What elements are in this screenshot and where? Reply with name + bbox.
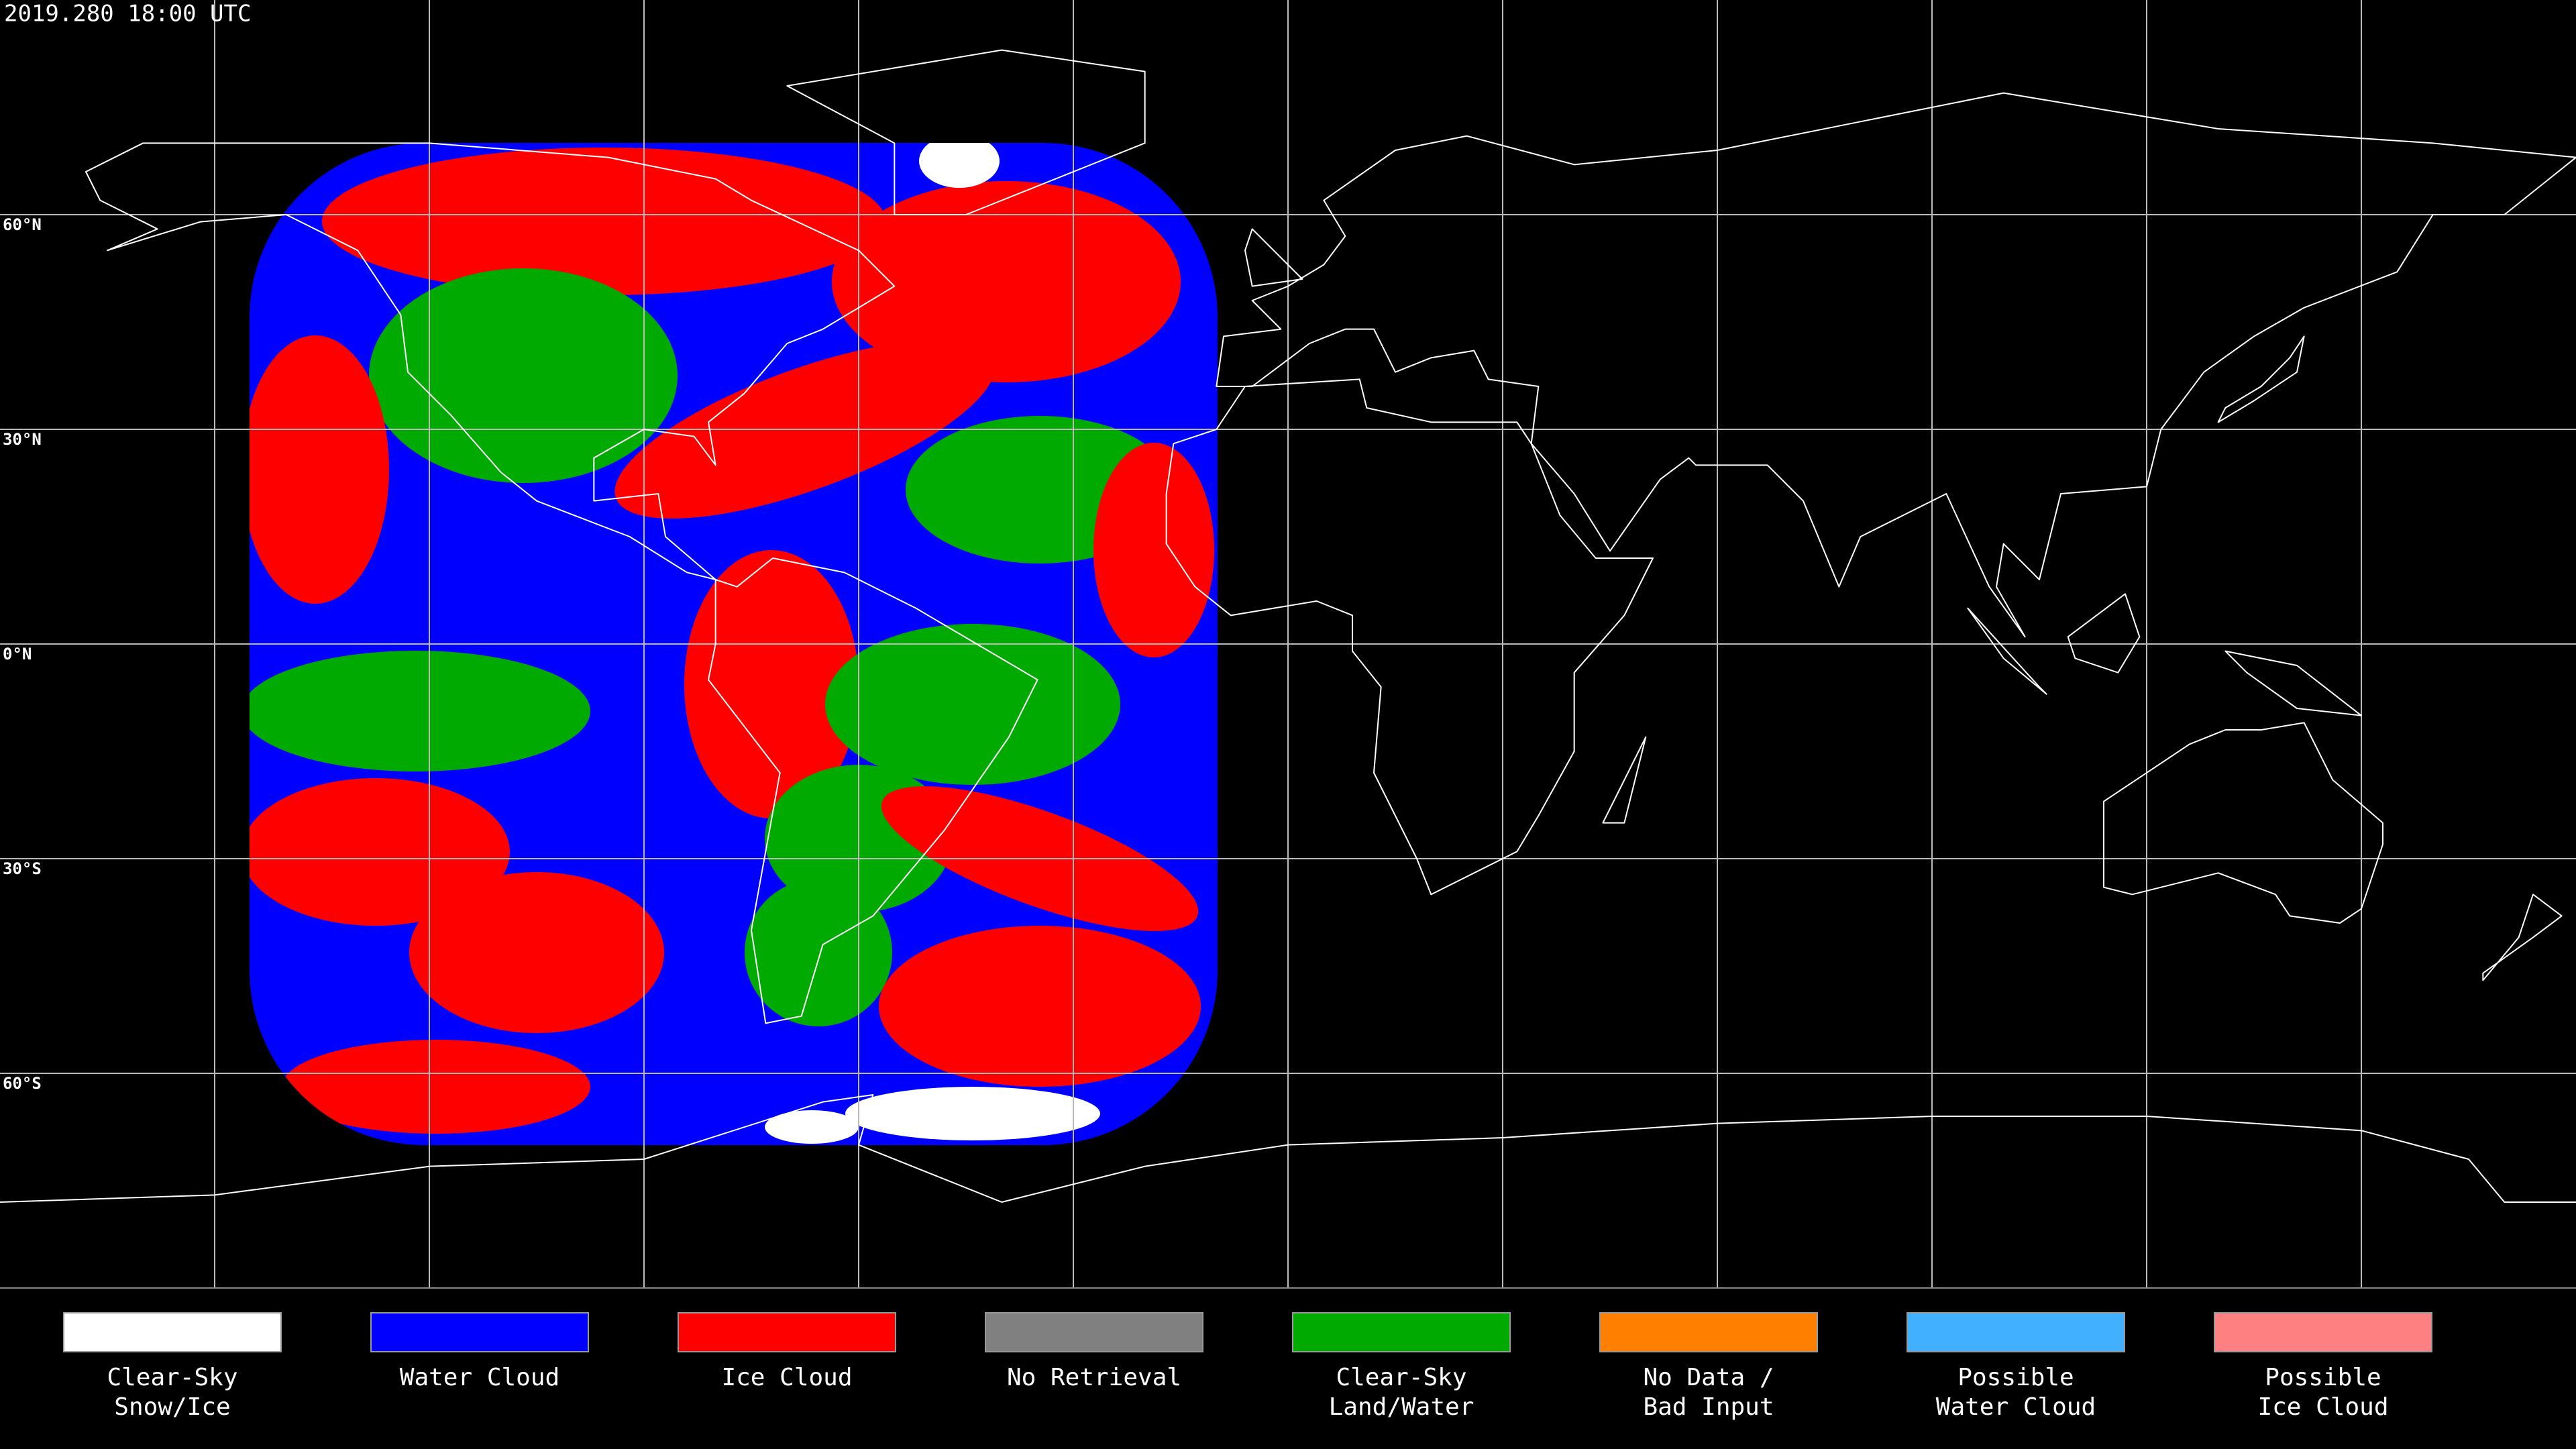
coastline [86,143,894,580]
graticule [0,0,2576,1288]
legend-label: Snow/Ice [114,1393,230,1421]
legend-label: Ice Cloud [2257,1393,2388,1421]
legend-label: No Retrieval [1007,1364,1181,1391]
ice-cloud-area [832,181,1181,382]
coastlines [0,50,2576,1202]
latitude-label: 30°N [3,430,42,449]
coastline [1968,608,2046,694]
snow-ice-area [765,1110,859,1144]
coastline [1167,379,1653,894]
legend-swatch [1292,1312,1511,1352]
legend-swatch [1599,1312,1818,1352]
coastline [708,558,1038,1023]
ice-cloud-area [879,926,1201,1087]
coastline [2068,594,2140,672]
snow-ice-area [919,143,1000,188]
clear-land-area [369,268,678,483]
coastline [2483,894,2561,980]
legend-swatch [678,1312,896,1352]
ice-cloud-area [322,148,885,295]
latitude-label: 30°S [3,859,42,878]
legend-label: No Data / [1643,1364,1774,1391]
legend-label: Clear-Sky [1336,1364,1466,1391]
snow-ice-area [845,1087,1100,1140]
coastline [2104,722,2383,923]
legend-swatch [370,1312,589,1352]
cloud-mask-swath [250,143,1218,1145]
ice-cloud-area [250,335,389,604]
coastline [0,1095,2576,1202]
ice-cloud-area [282,1040,590,1134]
legend-label: Water Cloud [1936,1393,2096,1421]
legend-swatch [1907,1312,2125,1352]
latitude-label: 0°N [3,645,32,663]
coastline [1603,737,1646,823]
map-title: 2019.280 18:00 UTC [4,1,251,28]
legend-swatch [2214,1312,2432,1352]
legend-swatch [63,1312,282,1352]
coastline [1245,229,1302,286]
legend-label: Bad Input [1643,1393,1774,1421]
legend-label: Clear-Sky [107,1364,237,1391]
clear-land-area [250,651,590,771]
legend-label: Possible [1957,1364,2074,1391]
ice-cloud-area [409,872,664,1033]
ice-cloud-area [250,778,510,926]
coastline [2218,336,2304,422]
coastline [787,50,1144,215]
latitude-labels: 60°N 30°N 0°N 30°S 60°S [3,215,42,1093]
latitude-label: 60°S [3,1074,42,1093]
legend-label: Ice Cloud [721,1364,852,1391]
latitude-label: 60°N [3,215,42,234]
coastline [1216,93,2576,637]
legend-swatch [985,1312,1203,1352]
legend-label: Land/Water [1329,1393,1474,1421]
coastline [2225,651,2361,716]
legend-label: Water Cloud [400,1364,559,1391]
ice-cloud-area [684,550,859,818]
legend-label: Possible [2265,1364,2381,1391]
clear-land-area [825,624,1120,785]
clear-land-area [745,879,892,1026]
ice-cloud-area [1093,443,1214,657]
